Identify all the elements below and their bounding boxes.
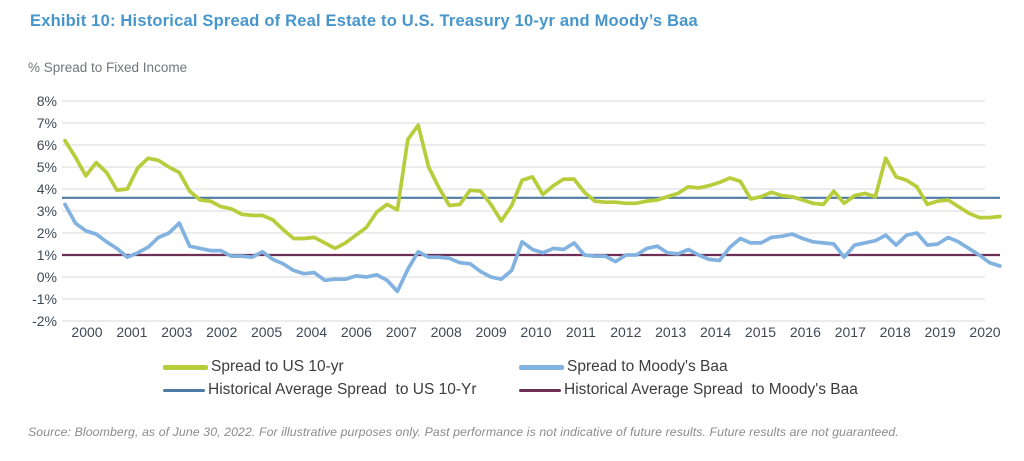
x-tick-label: 2012 (610, 324, 641, 340)
chart-legend: Spread to US 10-yr Spread to Moody's Baa… (163, 356, 858, 401)
legend-label: Spread to US 10-yr (211, 358, 344, 375)
y-tick-label: 4% (37, 181, 57, 197)
legend-item-avg-moodys: Historical Average Spread to Moody's Baa (519, 379, 858, 401)
y-tick-label: 8% (37, 93, 57, 109)
series-line-moodys (63, 202, 1002, 294)
legend-label: Historical Average Spread to US 10-Yr (208, 381, 477, 398)
x-tick-label: 2017 (835, 324, 866, 340)
x-tick-label: 2016 (790, 324, 821, 340)
spread-line-chart: 8% 7% 6% 5% 4% 3% 2% 1% 0% -1% -2% 2000 2001 2003 2002… (32, 93, 1002, 340)
y-tick-label: 5% (37, 159, 57, 175)
y-tick-label: 0% (37, 269, 57, 285)
legend-swatch-spread-us10yr (163, 364, 208, 370)
legend-swatch-avg-us10yr (163, 388, 205, 392)
legend-label: Historical Average Spread to Moody's Baa (564, 381, 858, 398)
y-tick-label: 6% (37, 137, 57, 153)
x-tick-label: 2001 (116, 324, 147, 340)
x-tick-label: 2014 (700, 324, 731, 340)
x-tick-label: 2007 (386, 324, 417, 340)
legend-item-avg-us10yr: Historical Average Spread to US 10-Yr (163, 379, 519, 401)
x-tick-label: 2020 (969, 324, 1000, 340)
x-tick-label: 2005 (251, 324, 282, 340)
x-tick-label: 2008 (431, 324, 462, 340)
y-tick-label: 1% (37, 247, 57, 263)
x-tick-label: 2002 (206, 324, 237, 340)
legend-swatch-avg-moodys (519, 388, 561, 392)
x-tick-label: 2013 (655, 324, 686, 340)
y-tick-label: 3% (37, 203, 57, 219)
x-tick-label: 2006 (341, 324, 372, 340)
x-tick-label: 2010 (520, 324, 551, 340)
series-line-us10yr (63, 123, 1002, 251)
x-tick-label: 2004 (296, 324, 327, 340)
legend-item-spread-moodys: Spread to Moody's Baa (519, 356, 858, 378)
y-tick-label: -1% (32, 291, 57, 307)
x-tick-label: 2019 (925, 324, 956, 340)
y-axis-title: % Spread to Fixed Income (28, 60, 188, 75)
source-disclaimer: Source: Bloomberg, as of June 30, 2022. … (28, 425, 899, 439)
legend-swatch-spread-moodys (519, 364, 564, 370)
x-tick-label: 2003 (161, 324, 192, 340)
x-tick-label: 2000 (71, 324, 102, 340)
y-tick-label: -2% (32, 313, 57, 329)
y-tick-label: 2% (37, 225, 57, 241)
exhibit-title: Exhibit 10: Historical Spread of Real Es… (30, 12, 698, 30)
y-tick-label: 7% (37, 115, 57, 131)
x-tick-label: 2009 (476, 324, 507, 340)
x-tick-label: 2011 (566, 324, 596, 340)
legend-label: Spread to Moody's Baa (567, 358, 728, 375)
x-tick-label: 2018 (880, 324, 911, 340)
x-tick-label: 2015 (745, 324, 776, 340)
legend-item-spread-us10yr: Spread to US 10-yr (163, 356, 519, 378)
